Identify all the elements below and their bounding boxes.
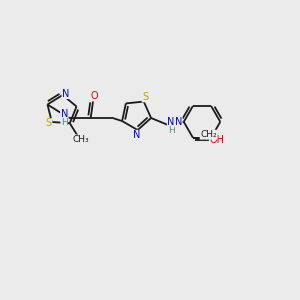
Text: H: H bbox=[61, 118, 68, 127]
Text: N: N bbox=[175, 117, 182, 127]
Text: OH: OH bbox=[210, 135, 225, 145]
Text: N: N bbox=[167, 117, 175, 127]
Text: N: N bbox=[61, 109, 68, 119]
Text: N: N bbox=[62, 88, 69, 98]
Text: CH₂: CH₂ bbox=[200, 130, 217, 139]
Text: O: O bbox=[91, 91, 98, 101]
Text: H: H bbox=[168, 126, 175, 135]
Text: N: N bbox=[133, 130, 140, 140]
Text: S: S bbox=[142, 92, 148, 102]
Text: S: S bbox=[46, 118, 52, 128]
Text: CH₃: CH₃ bbox=[73, 135, 89, 144]
